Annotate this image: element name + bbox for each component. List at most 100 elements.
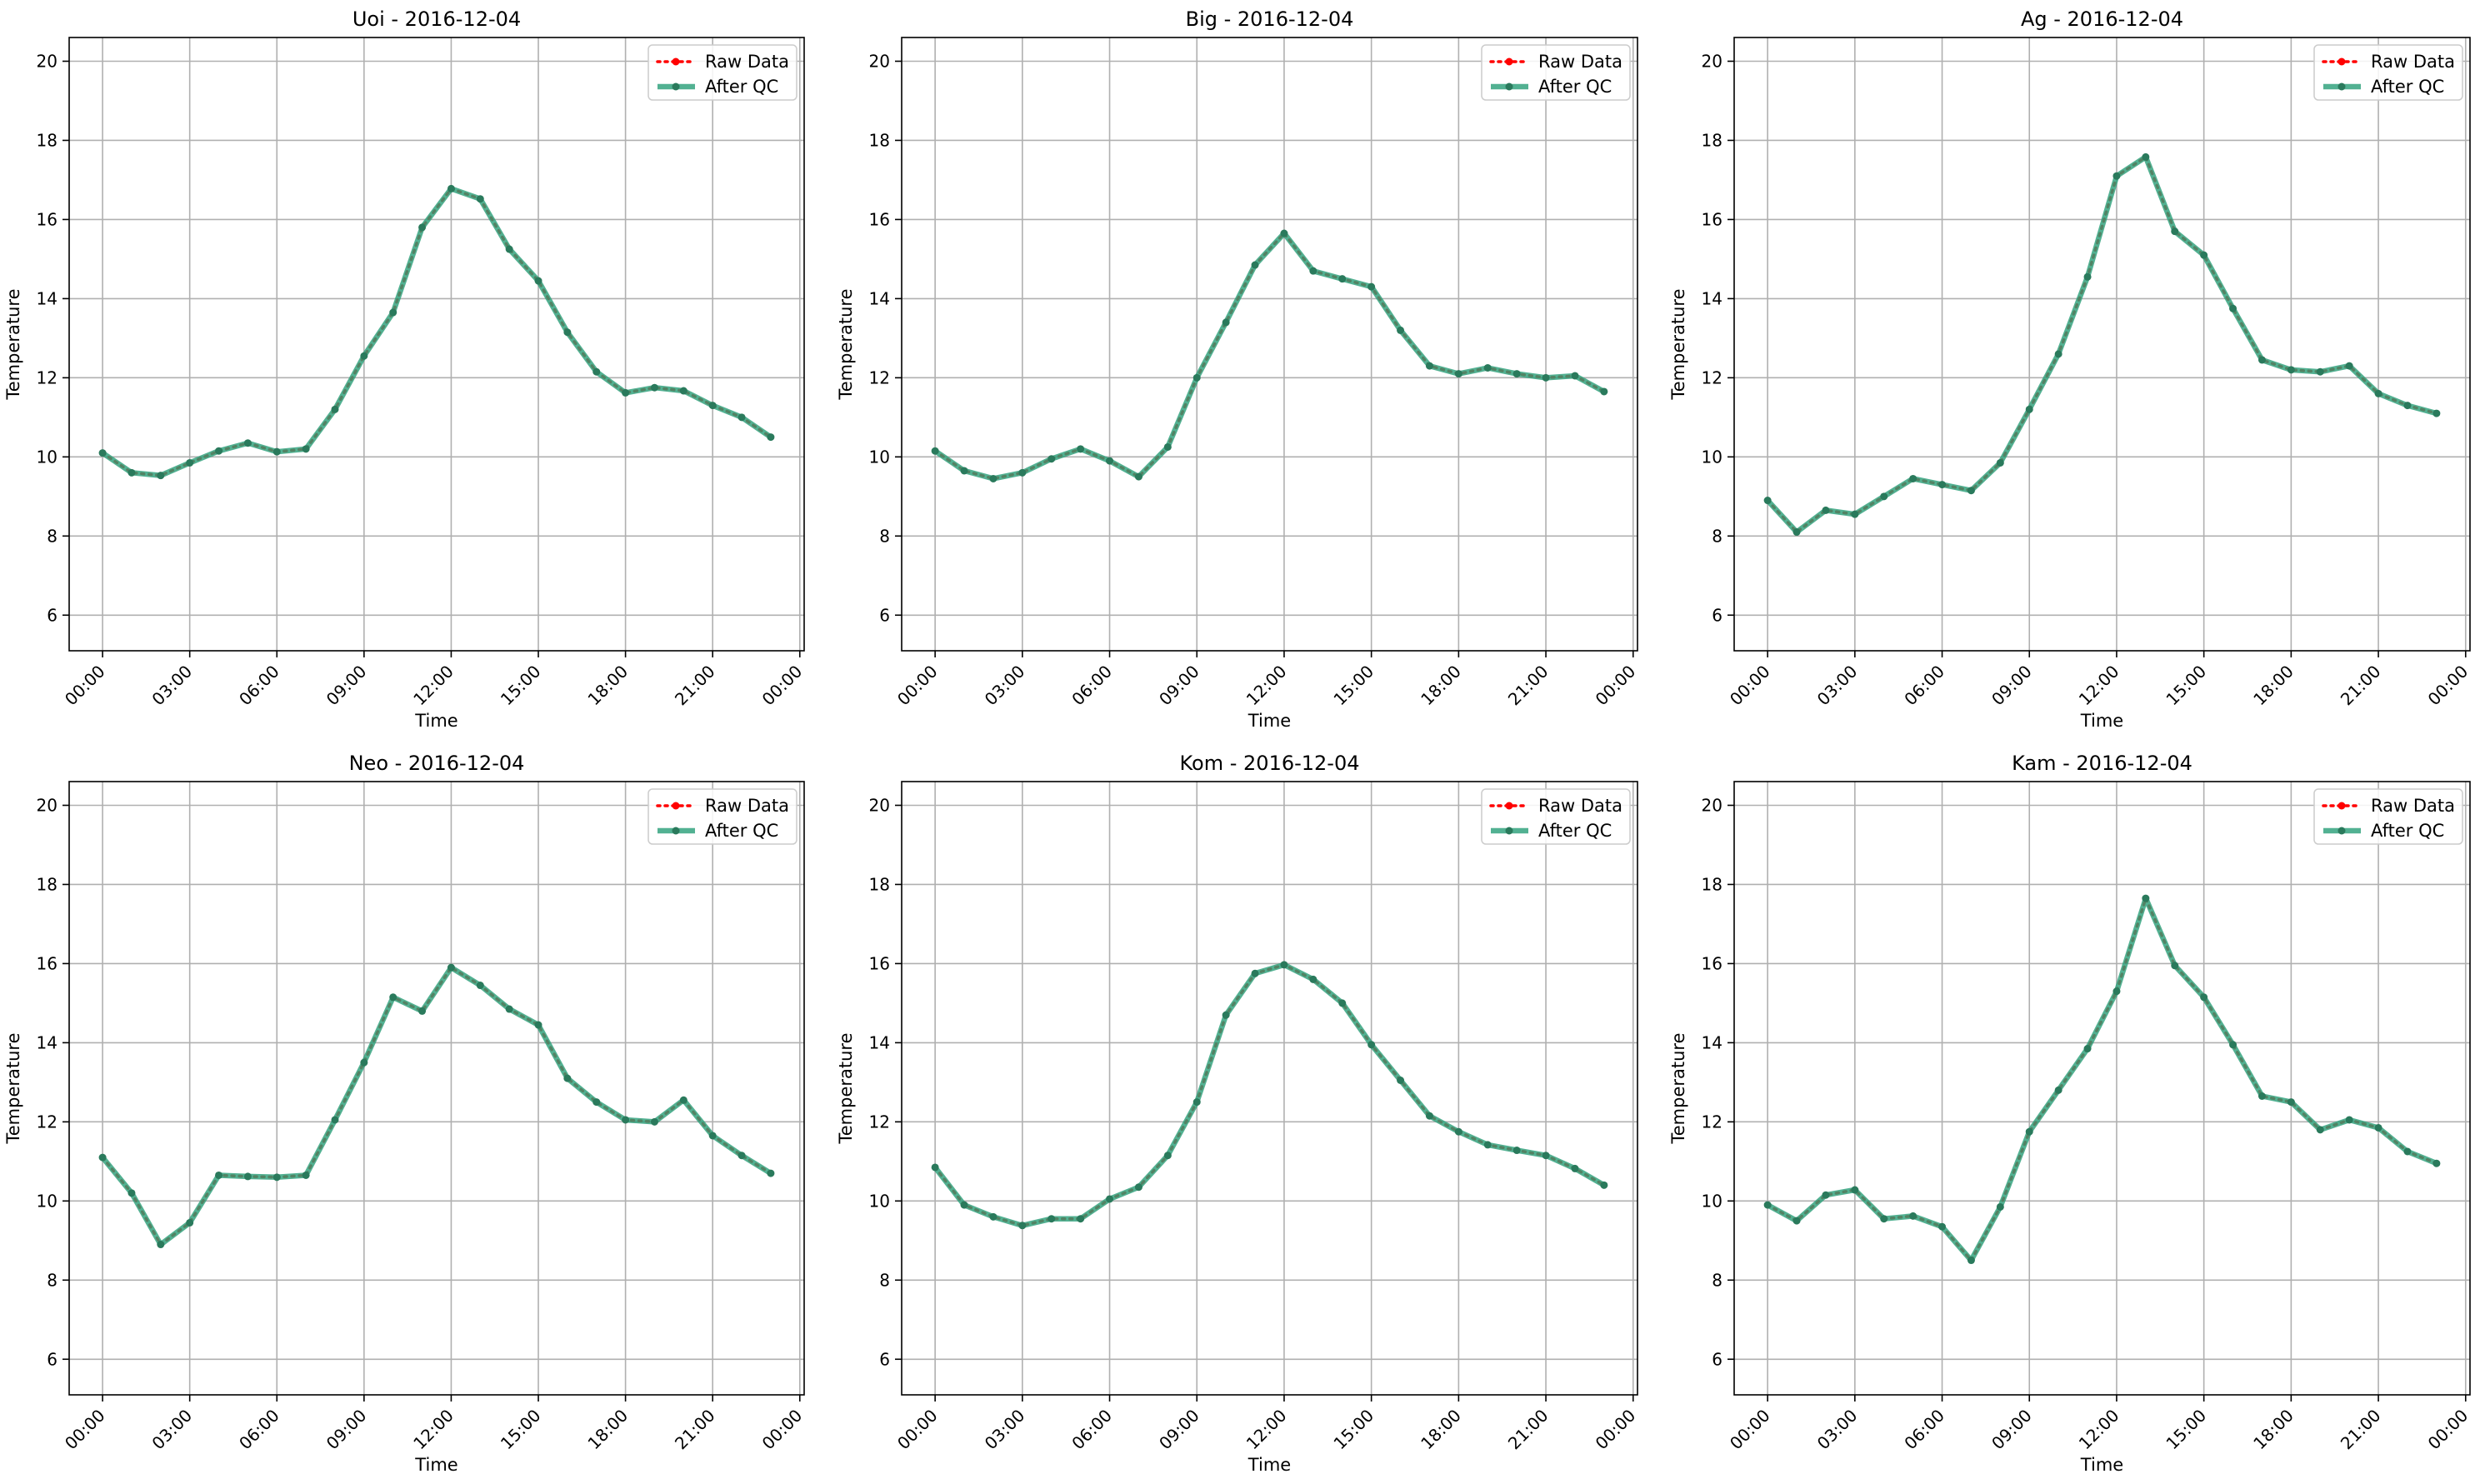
x-tick-label: 00:00 (61, 1406, 109, 1454)
y-tick-label: 10 (869, 447, 890, 467)
y-axis-label: Temperature (3, 288, 23, 400)
after-qc-point (2374, 389, 2382, 397)
after-qc-point (1338, 275, 1347, 283)
after-qc-point (622, 388, 630, 397)
after-qc-point (622, 1116, 630, 1124)
legend-raw-label: Raw Data (705, 52, 789, 72)
after-qc-point (302, 1171, 310, 1179)
after-qc-point (2316, 367, 2324, 376)
y-tick-label: 10 (1702, 447, 1722, 467)
legend-raw-label: Raw Data (2371, 52, 2455, 72)
subplot: 6 8 10 12 14 16 18 20 00:00 03:00 06:00 09:00 12:00 1… (3, 7, 806, 731)
y-tick-label: 18 (869, 874, 890, 894)
y-axis-label: Temperature (836, 1032, 856, 1144)
after-qc-point (186, 458, 194, 467)
after-qc-point (1454, 1127, 1462, 1136)
after-qc-point (476, 982, 484, 990)
x-tick-label: 12:00 (1242, 662, 1291, 710)
after-qc-point (563, 1074, 572, 1082)
after-qc-point (1251, 261, 1259, 269)
y-tick-label: 6 (47, 1349, 58, 1369)
legend-qc-marker (1505, 827, 1513, 835)
x-tick-label: 21:00 (2337, 662, 2385, 710)
x-tick-label: 06:00 (235, 662, 283, 710)
y-tick-label: 10 (869, 1191, 890, 1211)
after-qc-point (1048, 1215, 1056, 1223)
legend-qc-marker (672, 82, 680, 91)
y-tick-label: 8 (1712, 1270, 1722, 1290)
x-tick-label: 12:00 (2075, 662, 2123, 710)
after-qc-point (2171, 962, 2179, 970)
x-tick-label: 18:00 (1417, 662, 1465, 710)
after-qc-point (1483, 363, 1492, 372)
x-tick-label: 00:00 (758, 662, 807, 710)
x-tick-label: 18:00 (2249, 1406, 2298, 1454)
after-qc-point (1368, 282, 1376, 291)
after-qc-point (2258, 1092, 2266, 1100)
after-qc-point (2432, 1159, 2441, 1167)
after-qc-point (418, 223, 427, 232)
x-tick-label: 18:00 (2249, 662, 2298, 710)
legend-raw-label: Raw Data (1538, 796, 1622, 816)
after-qc-point (1483, 1141, 1492, 1149)
y-axis-label: Temperature (3, 1032, 23, 1144)
x-tick-label: 09:00 (1155, 1406, 1203, 1454)
subplot-title: Kom - 2016-12-04 (1180, 752, 1360, 775)
x-tick-label: 15:00 (1329, 662, 1378, 710)
y-tick-label: 18 (1702, 130, 1722, 150)
x-tick-label: 15:00 (1329, 1406, 1378, 1454)
after-qc-point (447, 184, 455, 192)
y-tick-label: 12 (1702, 367, 1722, 387)
after-qc-point (2112, 172, 2121, 180)
x-axis-label: Time (414, 711, 458, 731)
plot-area (902, 37, 1638, 651)
y-tick-label: 10 (1702, 1191, 1722, 1211)
after-qc-point (2316, 1126, 2324, 1134)
y-tick-label: 18 (37, 130, 58, 150)
legend-qc-label: After QC (705, 77, 778, 97)
plot-area (69, 37, 804, 651)
after-qc-point (1851, 510, 1859, 518)
y-tick-label: 16 (869, 953, 890, 973)
y-tick-label: 8 (1712, 526, 1722, 546)
after-qc-point (1309, 267, 1318, 275)
legend: Raw Data After QC (2313, 788, 2463, 845)
y-tick-label: 14 (1702, 288, 1722, 308)
after-qc-point (1822, 506, 1830, 514)
after-qc-point (302, 445, 310, 453)
y-tick-label: 12 (869, 1112, 890, 1132)
x-tick-label: 12:00 (409, 662, 458, 710)
x-tick-label: 06:00 (1900, 1406, 1948, 1454)
y-tick-label: 8 (47, 1270, 58, 1290)
x-tick-label: 09:00 (1988, 1406, 2036, 1454)
after-qc-point (2258, 356, 2266, 364)
y-tick-label: 20 (37, 51, 58, 71)
after-qc-point (2054, 350, 2062, 358)
after-qc-point (2432, 409, 2441, 417)
after-qc-point (534, 277, 542, 285)
y-tick-label: 10 (37, 447, 58, 467)
x-tick-label: 09:00 (322, 662, 371, 710)
after-qc-point (1571, 372, 1579, 380)
legend-raw-marker (2338, 57, 2346, 66)
after-qc-point (1134, 1183, 1142, 1192)
plot-area (902, 782, 1638, 1395)
after-qc-point (1018, 468, 1027, 477)
after-qc-point (1938, 481, 1947, 489)
y-tick-label: 14 (37, 1032, 58, 1052)
legend-qc-label: After QC (2371, 821, 2444, 841)
x-tick-label: 12:00 (1242, 1406, 1291, 1454)
after-qc-point (2054, 1086, 2062, 1094)
after-qc-point (1222, 318, 1230, 327)
after-qc-line (1766, 895, 2438, 1263)
x-tick-label: 06:00 (1900, 662, 1948, 710)
plot-area (1734, 782, 2470, 1395)
after-qc-point (989, 1212, 998, 1221)
legend-raw-marker (672, 57, 680, 66)
axes-frame (68, 781, 805, 1396)
plot-area (69, 782, 804, 1395)
after-qc-point (592, 1098, 601, 1107)
y-tick-label: 20 (869, 51, 890, 71)
x-axis-label: Time (1248, 711, 1291, 731)
after-qc-point (1368, 1041, 1376, 1049)
